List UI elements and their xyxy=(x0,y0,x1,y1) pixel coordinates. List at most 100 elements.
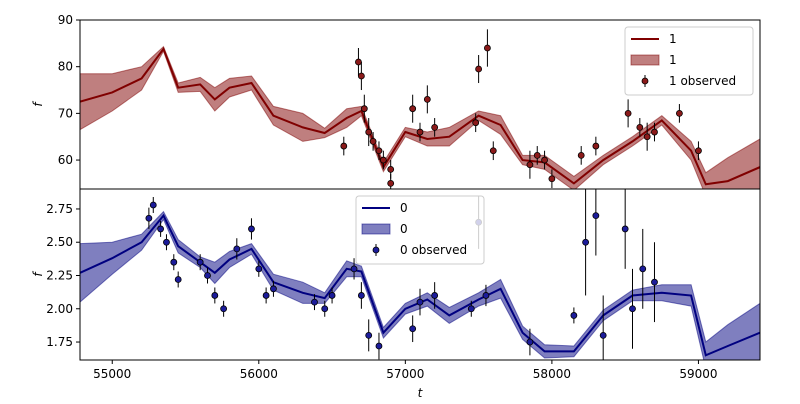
legend-frame xyxy=(624,26,754,96)
observed-point xyxy=(541,156,548,164)
observed-point xyxy=(577,151,585,159)
observed-point xyxy=(321,305,329,313)
legend-band xyxy=(361,223,391,235)
observed-point xyxy=(357,292,365,299)
observed-point xyxy=(328,292,336,299)
observed-point xyxy=(409,325,417,333)
observed-point xyxy=(592,142,600,150)
observed-point xyxy=(489,147,497,155)
observed-point xyxy=(196,258,204,266)
y-tick-label: 90 xyxy=(58,13,73,27)
observed-point xyxy=(375,147,383,155)
observed-point xyxy=(621,225,629,233)
legend: 0 0 0 observed xyxy=(355,195,485,265)
observed-point xyxy=(639,265,647,273)
observed-point xyxy=(360,105,368,113)
observed-point xyxy=(357,72,365,80)
observed-point xyxy=(582,238,590,246)
observed-point xyxy=(526,161,534,169)
observed-point xyxy=(233,245,241,253)
legend-label: 0 xyxy=(400,201,408,215)
observed-point xyxy=(149,201,157,209)
observed-point xyxy=(592,212,600,220)
x-tick-label: 55000 xyxy=(93,367,131,381)
y-tick-label: 2.75 xyxy=(46,202,73,216)
confidence-band xyxy=(80,45,760,189)
observed-point xyxy=(636,123,644,131)
observed-point xyxy=(350,265,358,273)
observed-point xyxy=(548,175,556,183)
data-area xyxy=(80,189,760,360)
observed-point xyxy=(379,156,387,164)
y-axis-label: f xyxy=(31,101,45,107)
observed-point xyxy=(629,305,636,313)
y-tick-label: 2.00 xyxy=(46,302,73,316)
observed-point xyxy=(355,58,362,66)
legend-label: 1 observed xyxy=(669,74,736,88)
y-tick-label: 80 xyxy=(58,60,73,74)
observed-point xyxy=(255,265,263,273)
legend-band xyxy=(630,54,660,66)
legend-point xyxy=(641,77,649,85)
y-tick-label: 2.50 xyxy=(46,235,73,249)
y-tick-label: 2.25 xyxy=(46,268,73,282)
legend-point xyxy=(372,246,380,254)
mean-line xyxy=(80,213,760,357)
observed-point xyxy=(387,165,395,173)
observed-point xyxy=(599,331,607,339)
observed-point xyxy=(416,298,424,306)
legend-label: 0 observed xyxy=(400,243,467,257)
observed-point xyxy=(423,95,431,103)
observed-point xyxy=(482,292,490,299)
observed-point xyxy=(695,147,702,155)
observed-point xyxy=(416,128,424,136)
observed-point xyxy=(365,331,373,339)
observed-point xyxy=(475,65,483,73)
x-tick-label: 58000 xyxy=(533,367,571,381)
observed-point xyxy=(467,305,475,313)
data-area xyxy=(80,29,760,189)
observed-point xyxy=(431,123,439,131)
y-tick-label: 70 xyxy=(58,106,73,120)
observed-point xyxy=(163,238,170,246)
observed-point xyxy=(643,133,651,141)
observed-point xyxy=(651,128,658,136)
y-tick-label: 60 xyxy=(58,153,73,167)
axes-frame xyxy=(79,188,761,361)
observed-point xyxy=(340,142,348,150)
observed-point xyxy=(170,258,178,266)
observed-point xyxy=(533,151,541,159)
x-tick-label: 56000 xyxy=(240,367,278,381)
observed-point xyxy=(624,109,632,117)
x-tick-label: 59000 xyxy=(679,367,717,381)
mean-line xyxy=(80,46,760,186)
observed-point xyxy=(157,225,165,233)
legend-label: 0 xyxy=(400,222,408,236)
y-tick-label: 1.75 xyxy=(46,335,73,349)
observed-point xyxy=(431,292,439,299)
observed-point xyxy=(365,128,373,136)
observed-point xyxy=(409,105,417,113)
x-axis-label: t xyxy=(418,386,424,400)
observed-point xyxy=(484,44,491,52)
legend-label: 1 xyxy=(669,32,677,46)
y-axis-label: f xyxy=(31,271,45,277)
observed-point xyxy=(220,305,228,313)
observed-point xyxy=(651,278,658,286)
observed-point xyxy=(369,137,377,145)
observed-point xyxy=(262,292,270,299)
observed-point xyxy=(311,298,318,306)
legend-label: 1 xyxy=(669,53,677,67)
observed-point xyxy=(472,119,480,127)
observed-point xyxy=(570,312,578,319)
observed-point xyxy=(270,285,277,293)
observed-point xyxy=(174,276,182,283)
x-tick-label: 57000 xyxy=(386,367,424,381)
observed-point xyxy=(675,109,683,117)
observed-point xyxy=(248,225,255,233)
legend: 1 1 1 observed xyxy=(624,26,754,96)
observed-point xyxy=(375,342,383,350)
observed-point xyxy=(211,292,219,299)
observed-point xyxy=(387,179,395,187)
